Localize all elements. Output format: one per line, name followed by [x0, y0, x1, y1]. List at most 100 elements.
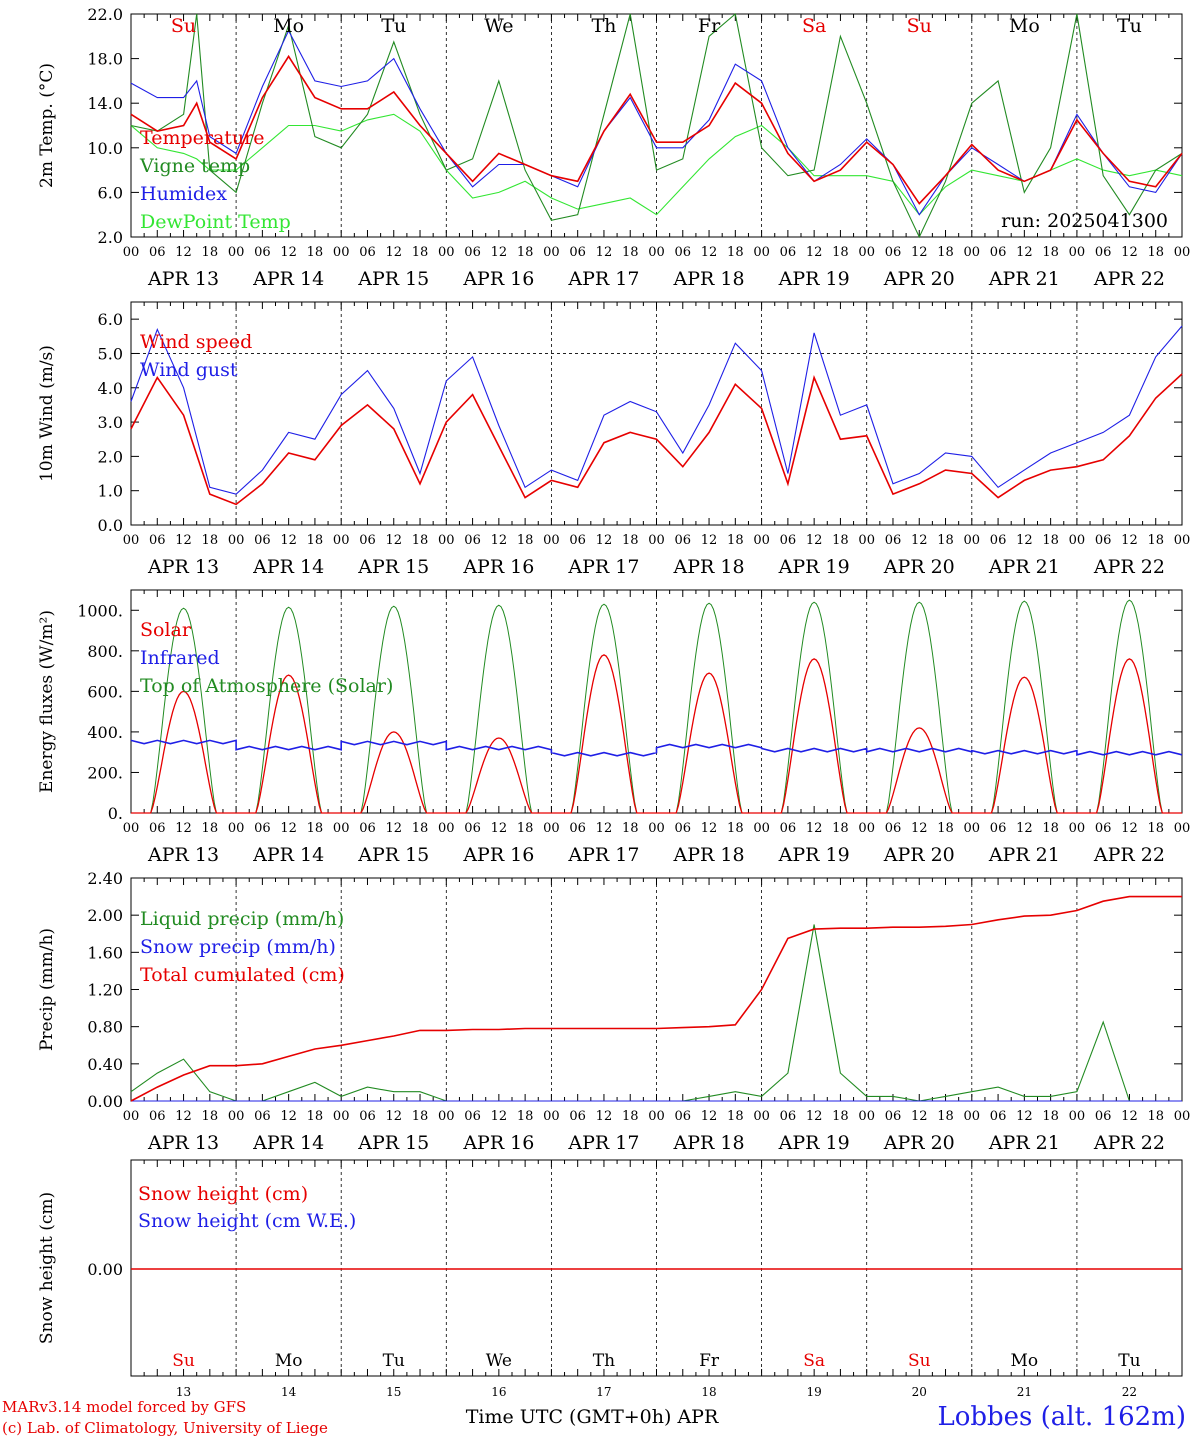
credit-note: (c) Lab. of Climatology, University of L… [2, 1419, 328, 1437]
date-label: APR 17 [567, 844, 639, 866]
date-label: APR 17 [567, 556, 639, 578]
hour-tick-label: 12 [175, 821, 192, 836]
date-label: APR 19 [778, 1132, 850, 1154]
hour-tick-label: 06 [464, 245, 481, 260]
hour-tick-label: 12 [1016, 245, 1033, 260]
toa-solar-curve [551, 603, 657, 814]
date-label: APR 16 [462, 1132, 534, 1154]
hour-tick-label: 06 [1095, 1109, 1112, 1124]
date-label: APR 15 [357, 1132, 429, 1154]
hour-tick-label: 18 [937, 821, 954, 836]
hour-tick-label: 18 [517, 245, 534, 260]
hour-tick-label: 06 [254, 821, 271, 836]
legend-entry-2-1: Infrared [140, 647, 220, 669]
hour-tick-label: 06 [464, 1109, 481, 1124]
y-axis-label-0: 2m Temp. (°C) [37, 63, 57, 188]
day-number-label: 16 [491, 1385, 506, 1399]
model-note: MARv3.14 model forced by GFS [2, 1398, 247, 1416]
legend-entry-1-1: Wind gust [140, 359, 238, 381]
weekday-label-bottom: Mo [1011, 1351, 1039, 1371]
hour-tick-label: 18 [727, 245, 744, 260]
x-axis-label: Time UTC (GMT+0h) APR [466, 1406, 719, 1428]
hour-tick-label: 18 [412, 1109, 429, 1124]
day-number-label: 20 [912, 1385, 927, 1399]
hour-tick-label: 18 [517, 533, 534, 548]
hour-tick-label: 00 [543, 821, 560, 836]
hour-tick-label: 06 [464, 533, 481, 548]
legend-entry-0-1: Vigne temp [139, 155, 250, 177]
date-label: APR 20 [883, 1132, 955, 1154]
hour-tick-label: 12 [280, 821, 297, 836]
hour-tick-label: 06 [359, 533, 376, 548]
hour-tick-label: 06 [675, 533, 692, 548]
hour-tick-label: 06 [254, 533, 271, 548]
y-tick-label: 0.80 [87, 1018, 123, 1037]
y-tick-label: 0.00 [87, 1260, 123, 1279]
legend-entry-4-1: Snow height (cm W.E.) [138, 1210, 356, 1232]
hour-tick-label: 18 [307, 1109, 324, 1124]
infrared-curve [130, 739, 1183, 757]
weekday-label-top: Su [171, 15, 196, 37]
date-label: APR 22 [1093, 556, 1165, 578]
day-number-label: 18 [701, 1385, 716, 1399]
hour-tick-label: 00 [333, 1109, 350, 1124]
date-label: APR 17 [567, 268, 639, 290]
hour-tick-label: 06 [464, 821, 481, 836]
hour-tick-label: 12 [1016, 533, 1033, 548]
hour-tick-label: 12 [1121, 533, 1138, 548]
hour-tick-label: 00 [858, 821, 875, 836]
toa-solar-curve [656, 602, 762, 814]
date-label: APR 21 [988, 844, 1060, 866]
date-label: APR 21 [988, 1132, 1060, 1154]
date-label: APR 22 [1093, 844, 1165, 866]
hour-tick-label: 12 [1121, 245, 1138, 260]
date-label: APR 20 [883, 844, 955, 866]
hour-tick-label: 12 [491, 821, 508, 836]
hour-tick-label: 18 [622, 245, 639, 260]
hour-tick-label: 06 [990, 1109, 1007, 1124]
legend-entry-0-2: Humidex [140, 183, 227, 205]
hour-tick-label: 00 [858, 1109, 875, 1124]
series-line-0-1 [130, 12, 1183, 239]
hour-tick-label: 12 [596, 533, 613, 548]
y-tick-label: 0.00 [87, 1092, 123, 1111]
weekday-label-top: Th [591, 15, 616, 37]
series-line-1-0 [130, 373, 1183, 506]
hour-tick-label: 12 [701, 1109, 718, 1124]
hour-tick-label: 00 [228, 821, 245, 836]
hour-tick-label: 06 [149, 1109, 166, 1124]
weekday-label-bottom: Th [593, 1351, 615, 1371]
hour-tick-label: 18 [1042, 821, 1059, 836]
solar-curve [341, 731, 447, 814]
y-tick-label: 2.00 [87, 906, 123, 925]
date-label: APR 16 [462, 844, 534, 866]
toa-solar-curve [341, 605, 447, 814]
hour-tick-label: 06 [780, 821, 797, 836]
y-tick-label: 18.0 [87, 50, 123, 69]
y-tick-label: 5.0 [98, 344, 123, 363]
date-label: APR 20 [883, 556, 955, 578]
y-axis-label-3: Precip (mm/h) [37, 928, 57, 1051]
hour-tick-label: 06 [990, 821, 1007, 836]
date-label: APR 19 [778, 268, 850, 290]
hour-tick-label: 00 [753, 533, 770, 548]
hour-tick-label: 00 [333, 533, 350, 548]
hour-tick-label: 12 [911, 821, 928, 836]
date-label: APR 14 [252, 844, 324, 866]
legend-entry-4-0: Snow height (cm) [138, 1183, 308, 1205]
date-label: APR 19 [778, 844, 850, 866]
hour-tick-label: 12 [491, 533, 508, 548]
hour-tick-label: 12 [701, 821, 718, 836]
solar-curve [866, 727, 972, 814]
hour-tick-label: 06 [569, 533, 586, 548]
hour-tick-label: 12 [385, 245, 402, 260]
y-tick-label: 1000. [77, 601, 123, 620]
hour-tick-label: 18 [832, 245, 849, 260]
hour-tick-label: 06 [149, 533, 166, 548]
hour-tick-label: 12 [911, 1109, 928, 1124]
hour-tick-label: 00 [438, 245, 455, 260]
hour-tick-label: 18 [202, 1109, 219, 1124]
hour-tick-label: 00 [964, 1109, 981, 1124]
hour-tick-label: 18 [1147, 245, 1164, 260]
hour-tick-label: 12 [175, 245, 192, 260]
